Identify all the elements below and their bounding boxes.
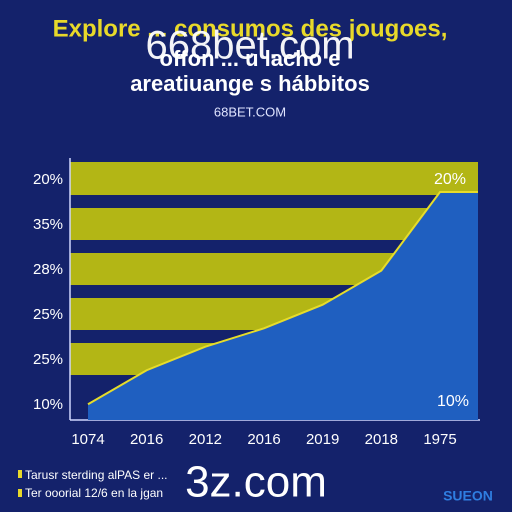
area — [88, 192, 478, 420]
y-tick-label: 20% — [33, 171, 63, 188]
x-tick-label: 1975 — [423, 431, 456, 448]
stripe — [70, 162, 478, 195]
legend-swatch — [18, 489, 22, 497]
chart-title: Explore ... consumos des jougoes, — [53, 15, 448, 42]
legend-swatch — [18, 470, 22, 478]
y-tick-label: 25% — [33, 306, 63, 323]
source: 68BET.COM — [214, 104, 286, 119]
watermark: 3z.com — [185, 458, 327, 507]
annotation: 10% — [437, 393, 469, 410]
x-tick-label: 2016 — [130, 431, 163, 448]
x-tick-label: 2016 — [247, 431, 280, 448]
subtitle: areatiuange s hábbitos — [130, 71, 370, 96]
watermark: 668bet.com — [145, 24, 354, 68]
y-tick-label: 28% — [33, 261, 63, 278]
x-tick-label: 2018 — [365, 431, 398, 448]
y-tick-label: 25% — [33, 351, 63, 368]
x-tick-label: 2019 — [306, 431, 339, 448]
footer: Ter ooorial 12/6 en la jgan — [25, 486, 163, 500]
logo: SUEON — [443, 488, 493, 504]
y-tick-label: 10% — [33, 396, 63, 413]
footer: Tarusr sterding alPAS er ... — [25, 468, 168, 482]
annotation: 20% — [434, 171, 466, 188]
subtitle: offon ... u lacho e — [160, 46, 341, 71]
x-tick-label: 2012 — [189, 431, 222, 448]
y-tick-label: 35% — [33, 216, 63, 233]
x-tick-label: 1074 — [71, 431, 104, 448]
line — [87, 191, 478, 406]
